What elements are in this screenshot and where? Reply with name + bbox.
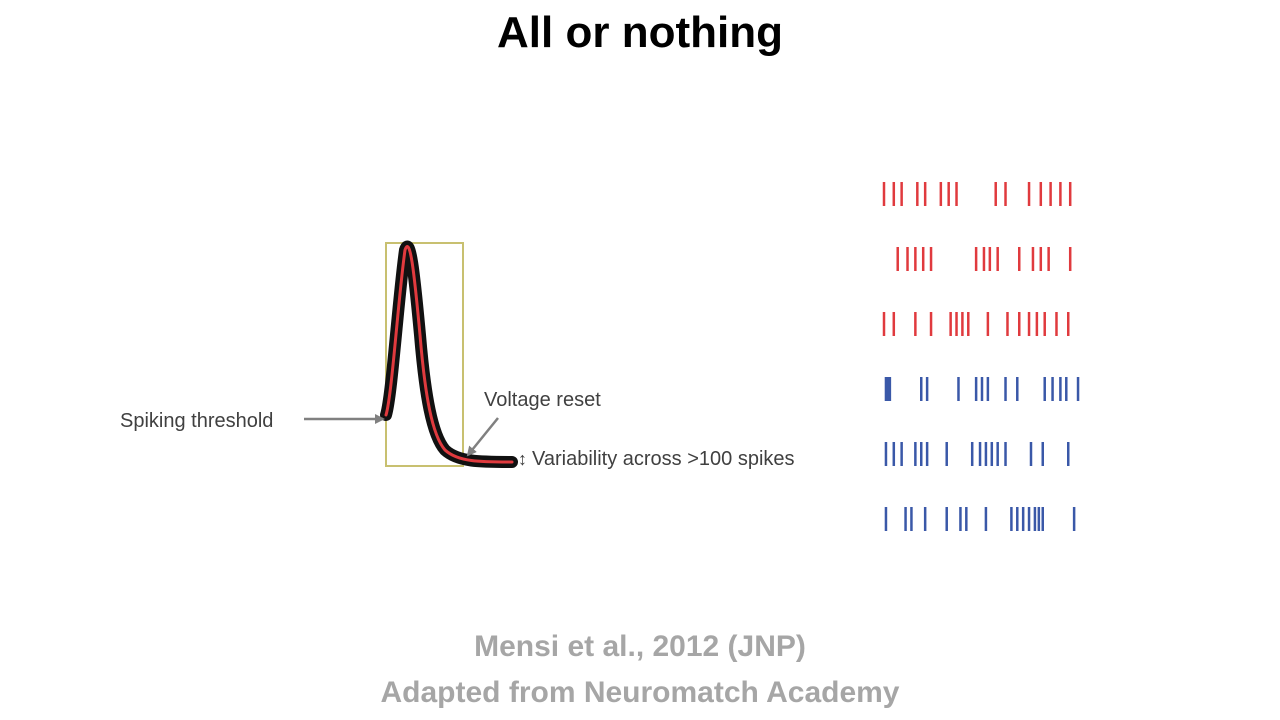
- slide-title: All or nothing: [497, 8, 783, 57]
- spike-train-1: [882, 182, 1072, 206]
- action-potential-panel: Spiking threshold Voltage reset ↕ Variab…: [120, 240, 795, 470]
- spiking-threshold-label: Spiking threshold: [120, 410, 273, 432]
- spike-train-3: [882, 312, 1070, 336]
- spike-train-5: [884, 442, 1070, 466]
- spike-traces-overlay: [380, 240, 518, 468]
- spike-train-6: [884, 507, 1076, 531]
- spike-raster: [882, 182, 1080, 531]
- citation: Mensi et al., 2012 (JNP): [474, 630, 806, 663]
- spike-window-box: [385, 242, 464, 467]
- variability-arrow-icon: ↕: [518, 449, 527, 469]
- reset-arrow: [466, 417, 499, 457]
- adaptation-credit: Adapted from Neuromatch Academy: [380, 676, 900, 709]
- spike-train-2: [896, 247, 1072, 271]
- variability-label: Variability across >100 spikes: [532, 448, 795, 470]
- voltage-reset-label: Voltage reset: [484, 389, 601, 411]
- spike-train-4: [884, 377, 1080, 401]
- spike-trace-mean: [384, 245, 514, 464]
